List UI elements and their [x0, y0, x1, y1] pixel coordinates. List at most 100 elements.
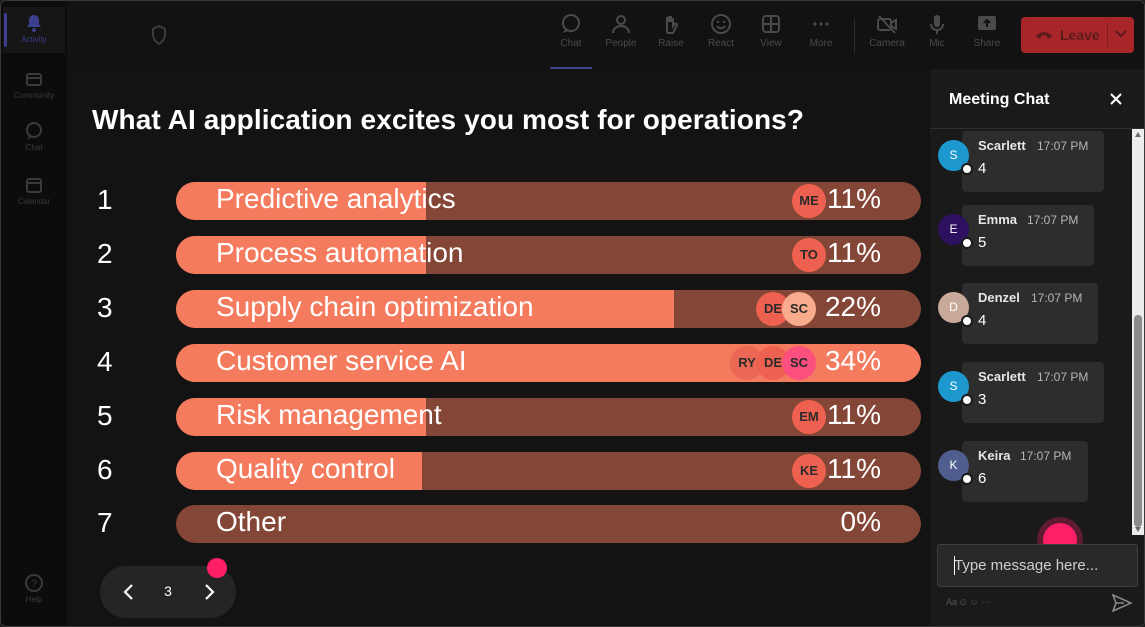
status-dot [961, 315, 973, 327]
chevron-down-icon[interactable] [1114, 29, 1128, 39]
voter-avatar: TO [792, 238, 826, 272]
option-bar: Customer service AI RY DE SC 34% [176, 344, 921, 382]
toolbar-react-label: React [707, 38, 735, 49]
option-number: 6 [97, 454, 113, 485]
voter-avatar: KE [792, 454, 826, 488]
notification-dot [207, 558, 227, 578]
option-bar: Other 0% [176, 505, 921, 543]
message-bubble [962, 441, 1088, 502]
rail-item-chat[interactable]: Chat [3, 115, 65, 161]
text-caret [954, 556, 955, 575]
scroll-down-icon[interactable] [1135, 527, 1141, 532]
toolbar-chat-button[interactable]: Chat [548, 9, 594, 70]
format-toolbar[interactable]: Aa ⊙ ☺ ⋯ [946, 597, 991, 607]
leave-divider [1107, 23, 1108, 47]
toolbar-camera-label: Camera [869, 38, 905, 49]
rail-item-community[interactable]: Community [3, 63, 65, 109]
message-time: 17:07 PM [1027, 213, 1079, 227]
message-sender: Scarlett [978, 369, 1026, 384]
message-text: 4 [978, 160, 987, 177]
smiley-icon [711, 14, 731, 34]
toolbar-people-button[interactable]: People [598, 9, 644, 65]
option-percent: 11% [827, 237, 881, 268]
message-time: 17:07 PM [1037, 370, 1089, 384]
message-time: 17:07 PM [1037, 139, 1089, 153]
option-number: 3 [97, 292, 113, 323]
camera-off-icon [877, 15, 897, 34]
voter-avatars: DE SC [756, 292, 816, 326]
poll-stage: What AI application excites you most for… [67, 69, 930, 626]
toolbar-share-button[interactable]: Share [964, 9, 1010, 65]
scroll-up-icon[interactable] [1135, 132, 1141, 137]
toolbar-camera-button[interactable]: Camera [864, 9, 910, 65]
close-icon[interactable] [1106, 89, 1126, 109]
rail-item-help[interactable]: ? Help [3, 567, 65, 613]
message-text: 3 [978, 391, 987, 408]
grid-view-icon [762, 15, 780, 33]
voter-avatar: SC [782, 292, 816, 326]
poll-option: 4 Customer service AI RY DE SC 34% [67, 344, 930, 382]
chat-icon [26, 122, 42, 139]
rail-item-activity[interactable]: Activity [3, 7, 65, 53]
toolbar-view-button[interactable]: View [748, 9, 794, 65]
option-bar-fill [176, 236, 426, 274]
status-dot [961, 163, 973, 175]
option-label: Customer service AI [216, 345, 467, 376]
status-dot [961, 473, 973, 485]
rail-item-calendar[interactable]: Calendar [3, 169, 65, 215]
message-text: 4 [978, 312, 987, 329]
voter-avatar: DE [756, 292, 790, 326]
poll-option: 7 Other 0% [67, 505, 930, 543]
option-bar: Quality control KE 11% [176, 452, 921, 490]
toolbar-react-button[interactable]: React [698, 9, 744, 65]
toolbar-mic-label: Mic [929, 38, 945, 49]
option-label: Process automation [216, 237, 464, 268]
toolbar-more-button[interactable]: More [798, 9, 844, 65]
option-percent: 11% [827, 399, 881, 430]
rail-item-label: Calendar [17, 197, 51, 206]
meeting-chat-panel: Meeting Chat S Scarlett 17:07 PM 4 E Emm… [930, 69, 1144, 626]
option-bar-fill [176, 398, 426, 436]
message-sender: Scarlett [978, 138, 1026, 153]
message-bubble [962, 362, 1104, 423]
scrollbar-thumb[interactable] [1134, 315, 1142, 527]
toolbar-more-label: More [809, 38, 833, 49]
send-icon[interactable] [1112, 594, 1132, 612]
option-percent: 22% [824, 291, 881, 322]
chat-scrollbar[interactable] [1132, 129, 1144, 535]
chat-message: K Keira 17:07 PM 6 [930, 441, 1130, 503]
option-bar: Supply chain optimization DE SC 22% [176, 290, 921, 328]
option-percent: 0% [840, 506, 881, 537]
chevron-left-icon[interactable] [118, 581, 140, 603]
option-label: Other [216, 506, 287, 537]
option-percent: 11% [827, 183, 881, 214]
chat-divider [930, 128, 1144, 129]
help-icon: ? [25, 574, 43, 592]
toolbar-share-label: Share [973, 38, 1001, 49]
toolbar-view-label: View [760, 38, 782, 49]
message-sender: Denzel [978, 290, 1020, 305]
toolbar-divider [854, 19, 855, 53]
share-screen-icon [978, 16, 996, 30]
chevron-right-icon[interactable] [198, 581, 220, 603]
toolbar-mic-button[interactable]: Mic [914, 9, 960, 65]
chat-message: D Denzel 17:07 PM 4 [930, 283, 1130, 345]
hang-up-icon [1036, 32, 1052, 39]
message-time: 17:07 PM [1020, 449, 1072, 463]
leave-button[interactable]: Leave [1021, 17, 1134, 53]
message-sender: Emma [978, 212, 1018, 227]
voter-avatars: ME [792, 184, 826, 218]
voter-avatars [818, 507, 826, 541]
rail-item-label: Chat [25, 143, 43, 152]
option-number: 1 [97, 184, 113, 215]
status-dot [961, 394, 973, 406]
option-label: Supply chain optimization [216, 291, 534, 322]
option-bar-fill [176, 290, 674, 328]
toolbar-chat-label: Chat [560, 38, 582, 49]
toolbar-raise-button[interactable]: Raise [648, 9, 694, 65]
rail-item-label: Community [13, 91, 55, 100]
voter-avatars: EM [792, 400, 826, 434]
chat-message: E Emma 17:07 PM 5 [930, 205, 1130, 267]
chat-message-input[interactable] [937, 544, 1138, 587]
